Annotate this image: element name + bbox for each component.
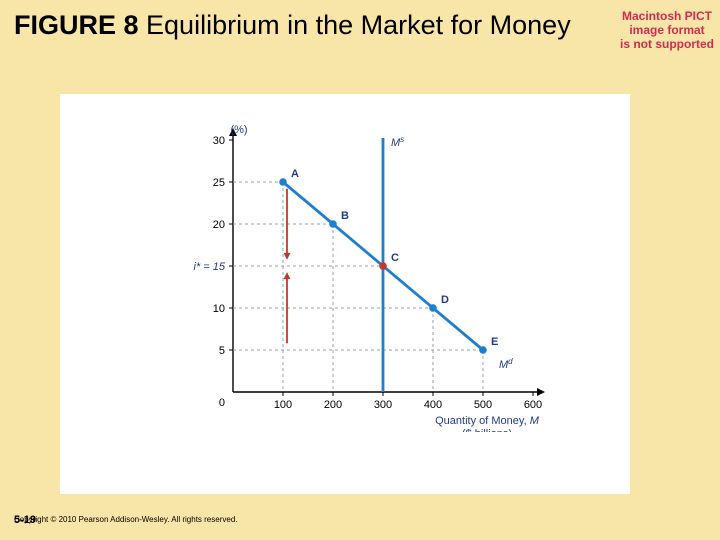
svg-text:C: C — [391, 252, 399, 264]
svg-text:200: 200 — [324, 399, 342, 411]
svg-text:100: 100 — [274, 399, 292, 411]
svg-text:20: 20 — [213, 219, 225, 231]
figure-title: FIGURE 8 Equilibrium in the Market for M… — [0, 0, 720, 48]
svg-text:Interest Rate, i(%): Interest Rate, i(%) — [203, 122, 275, 136]
figure-number: FIGURE 8 — [14, 10, 139, 40]
chart-panel: 5 10 20 25 30 i* = 15 0 100 200 300 400 500 600 Ms Md A… — [60, 94, 630, 494]
money-market-chart: 5 10 20 25 30 i* = 15 0 100 200 300 400 500 600 Ms Md A… — [145, 122, 575, 432]
pict-watermark: Macintosh PICT image format is not suppo… — [620, 10, 714, 51]
svg-text:500: 500 — [474, 399, 492, 411]
svg-text:E: E — [491, 336, 498, 348]
svg-text:A: A — [291, 168, 299, 180]
svg-text:D: D — [441, 294, 449, 306]
svg-text:B: B — [341, 210, 349, 222]
svg-text:10: 10 — [213, 303, 225, 315]
svg-text:0: 0 — [219, 397, 225, 409]
svg-text:5: 5 — [219, 345, 225, 357]
watermark-line2: image format — [620, 24, 714, 38]
copyright-footer: Copyright © 2010 Pearson Addison-Wesley.… — [14, 515, 238, 524]
svg-text:Md: Md — [499, 357, 513, 372]
svg-text:Ms: Ms — [391, 135, 404, 150]
watermark-line1: Macintosh PICT — [620, 10, 714, 24]
svg-text:400: 400 — [424, 399, 442, 411]
svg-text:25: 25 — [213, 177, 225, 189]
watermark-line3: is not supported — [620, 38, 714, 52]
page-number: 5-19 — [14, 514, 36, 526]
svg-text:i* = 15: i* = 15 — [194, 261, 226, 273]
svg-text:30: 30 — [213, 135, 225, 147]
svg-text:300: 300 — [374, 399, 392, 411]
svg-text:600: 600 — [524, 399, 542, 411]
svg-text:Quantity of Money, M($ billion: Quantity of Money, M($ billions) — [435, 415, 540, 432]
figure-subtitle: Equilibrium in the Market for Money — [139, 10, 571, 40]
